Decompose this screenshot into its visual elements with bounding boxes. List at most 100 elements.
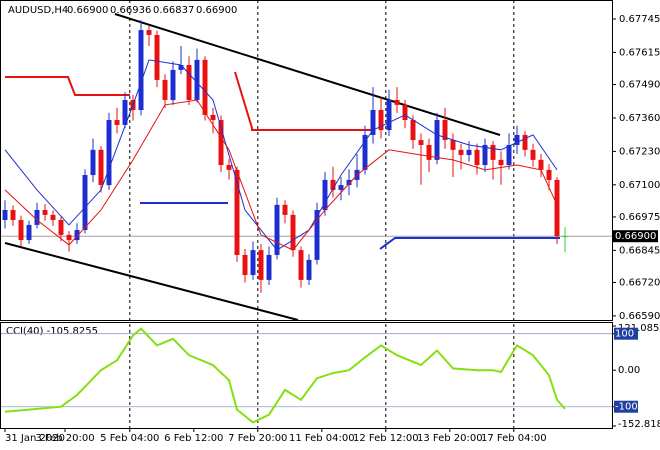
candle-body	[442, 120, 448, 141]
candle-body	[106, 120, 112, 186]
candle-body	[522, 134, 528, 150]
indicator-tick-label: -152.8185	[618, 419, 660, 430]
candle-body	[386, 99, 392, 131]
x-tick-label: 31 Jan 2020	[5, 433, 65, 444]
x-tick-label: 3 Feb 20:00	[35, 433, 94, 444]
candle-body	[66, 234, 72, 241]
candle-body	[250, 250, 256, 276]
candle-body	[162, 79, 168, 100]
candle-body	[186, 65, 192, 100]
candle-body	[562, 236, 568, 238]
candle-body	[170, 69, 176, 100]
candle-body	[514, 134, 520, 145]
candle-body	[546, 169, 552, 180]
y-tick-label: 0.67615	[619, 47, 660, 58]
candle-body	[394, 99, 400, 105]
level-line	[5, 76, 130, 96]
y-tick-label: 0.66590	[619, 311, 660, 322]
y-tick-label: 0.67490	[619, 80, 660, 91]
candle-body	[426, 144, 432, 160]
candle-body	[418, 140, 424, 145]
candle-body	[10, 209, 16, 221]
x-tick-label: 5 Feb 04:00	[100, 433, 159, 444]
symbol-label: AUDUSD,H4	[8, 5, 68, 16]
candle-body	[474, 149, 480, 166]
trend-objects	[4, 13, 560, 321]
level-line	[379, 237, 560, 250]
candle-body	[226, 165, 232, 170]
ohlc-label: 0.66837	[153, 5, 194, 16]
y-tick-label: 0.66845	[619, 245, 660, 256]
candle-body	[210, 114, 216, 121]
x-tick-label: 6 Feb 12:00	[164, 433, 223, 444]
candle-body	[314, 209, 320, 260]
candle-body	[538, 159, 544, 170]
price-panel-frame	[0, 0, 613, 321]
candle-body	[466, 149, 472, 155]
candle-body	[18, 220, 24, 241]
candle-body	[138, 30, 144, 111]
candle-body	[298, 250, 304, 280]
indicator-panel-frame	[0, 322, 613, 429]
level-tag	[614, 327, 638, 340]
ohlc-label: 0.66936	[110, 5, 151, 16]
candle-body	[58, 220, 64, 235]
candle-body	[362, 134, 368, 170]
y-tick-label: 0.66720	[619, 277, 660, 288]
candle-body	[266, 254, 272, 280]
candle-body	[74, 230, 80, 241]
candle-body	[434, 120, 440, 160]
x-tick-label: 12 Feb 12:00	[353, 433, 419, 444]
candle-body	[370, 110, 376, 135]
candle-body	[554, 179, 560, 237]
indicator-title: CCI(40) -105.8255	[6, 326, 98, 337]
candle-body	[346, 179, 352, 186]
candle-body	[82, 175, 88, 231]
y-tick-label: 0.67360	[619, 113, 660, 124]
x-tick-label: 17 Feb 04:00	[481, 433, 547, 444]
candle-body	[306, 259, 312, 280]
candle-body	[338, 185, 344, 190]
candle-body	[242, 254, 248, 276]
candle-body	[34, 209, 40, 225]
indicator-tick-label: 100	[615, 329, 634, 340]
indicator-tick-label: 121.0859	[618, 323, 660, 334]
candle-body	[330, 179, 336, 190]
candle-body	[506, 144, 512, 166]
candle-body	[218, 120, 224, 166]
candle-body	[322, 179, 328, 210]
candle-body	[498, 159, 504, 166]
candle-body	[50, 214, 56, 221]
candle-body	[154, 34, 160, 80]
y-tick-label: 0.67100	[619, 180, 660, 191]
ohlc-label: 0.66900	[196, 5, 237, 16]
candle-body	[90, 149, 96, 176]
candle-body	[2, 209, 8, 221]
candle-body	[114, 120, 120, 125]
candle-body	[202, 59, 208, 115]
level-line	[234, 71, 375, 131]
candle-body	[450, 140, 456, 150]
candle-body	[258, 250, 264, 280]
channel-top	[114, 13, 501, 136]
level-tag	[614, 400, 638, 413]
candle-body	[530, 149, 536, 160]
y-tick-label: 0.66975	[619, 212, 660, 223]
indicator-tick-label: 0.00	[618, 365, 640, 376]
candle-body	[122, 99, 128, 125]
candle-body	[194, 59, 200, 100]
candle-body	[234, 169, 240, 255]
candle-body	[290, 214, 296, 251]
ohlc-label: 0.66900	[67, 5, 108, 16]
moving-average	[4, 59, 558, 251]
candle-body	[282, 204, 288, 215]
x-tick-label: 7 Feb 20:00	[228, 433, 287, 444]
candle-body	[402, 104, 408, 121]
candle-body	[458, 149, 464, 155]
candle-body	[378, 110, 384, 131]
channel-bottom	[4, 242, 299, 321]
moving-average	[4, 99, 558, 251]
